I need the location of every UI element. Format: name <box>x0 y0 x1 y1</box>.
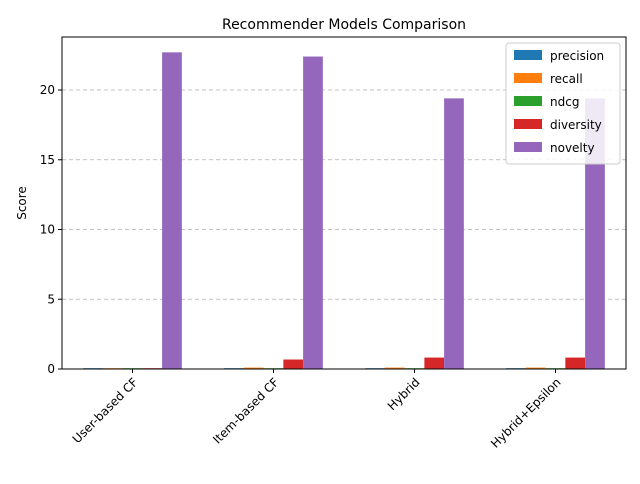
legend-swatch-diversity <box>514 119 542 129</box>
chart-title: Recommender Models Comparison <box>222 17 466 33</box>
legend-label-precision: precision <box>550 49 604 63</box>
y-axis-label: Score <box>15 186 29 220</box>
bar-recall <box>525 367 546 369</box>
legend-swatch-ndcg <box>514 96 542 106</box>
legend-swatch-recall <box>514 73 542 83</box>
bar-recall <box>243 367 264 369</box>
bar-recall <box>384 367 405 369</box>
y-tick-label: 0 <box>47 362 55 376</box>
legend-label-ndcg: ndcg <box>550 95 579 109</box>
y-axis-ticks: 0 5 10 15 20 <box>40 83 62 376</box>
legend-label-diversity: diversity <box>550 118 602 132</box>
y-tick-label: 15 <box>40 153 55 167</box>
legend-swatch-novelty <box>514 142 542 152</box>
bar-diversity <box>424 357 445 369</box>
y-tick-label: 10 <box>40 223 55 237</box>
bar-diversity <box>283 359 304 369</box>
bar-novelty <box>585 98 605 370</box>
y-tick-label: 20 <box>40 83 55 97</box>
legend-label-recall: recall <box>550 72 583 86</box>
bar-novelty <box>162 52 182 369</box>
bars <box>83 52 605 370</box>
plot-area-frame <box>61 36 627 370</box>
bar-diversity <box>565 357 586 369</box>
y-tick-label: 5 <box>47 292 55 306</box>
bar-novelty <box>444 98 464 370</box>
legend-swatch-precision <box>514 50 542 60</box>
bar-novelty <box>303 56 323 369</box>
legend-label-novelty: novelty <box>550 141 595 155</box>
legend: precision recall ndcg diversity novelty <box>505 42 621 165</box>
